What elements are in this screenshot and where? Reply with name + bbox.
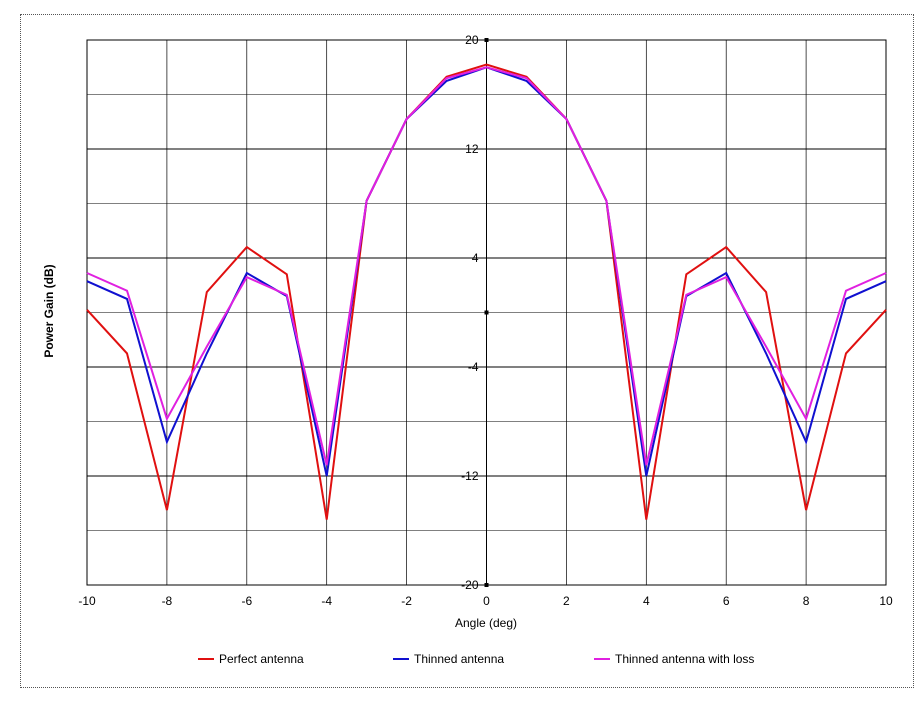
x-tick-label: 0 — [483, 594, 490, 608]
y-axis-tick-mark — [484, 583, 489, 587]
x-tick-label: 10 — [879, 594, 893, 608]
x-tick-label: -4 — [321, 594, 332, 608]
x-tick-label: -2 — [401, 594, 412, 608]
x-axis-title: Angle (deg) — [455, 616, 517, 630]
legend-label-3: Thinned antenna with loss — [615, 652, 754, 666]
chart-frame — [20, 14, 914, 688]
legend-label-2: Thinned antenna — [414, 652, 504, 666]
y-tick-label: -12 — [461, 469, 479, 483]
x-tick-label: 8 — [803, 594, 810, 608]
y-tick-label: 4 — [472, 251, 479, 265]
series-line-3 — [86, 66, 887, 466]
axes — [484, 38, 489, 587]
y-tick-label: -20 — [461, 578, 479, 592]
x-tick-label: -6 — [241, 594, 252, 608]
x-tick-label: 6 — [723, 594, 730, 608]
y-axis-title: Power Gain (dB) — [42, 264, 56, 357]
legend-label-1: Perfect antenna — [219, 652, 304, 666]
x-tick-label: 4 — [643, 594, 650, 608]
y-tick-label: 20 — [465, 33, 479, 47]
legend: Perfect antenna Thinned antenna Thinned an… — [198, 652, 754, 666]
series-lines — [86, 63, 887, 520]
y-axis-tick-mark — [484, 38, 489, 42]
y-axis-tick-mark — [484, 310, 489, 315]
x-tick-label: -10 — [78, 594, 96, 608]
x-tick-label: 2 — [563, 594, 570, 608]
y-tick-label: -4 — [468, 360, 479, 374]
y-tick-label: 12 — [465, 142, 479, 156]
x-tick-label: -8 — [162, 594, 173, 608]
series-line-1 — [86, 63, 887, 520]
